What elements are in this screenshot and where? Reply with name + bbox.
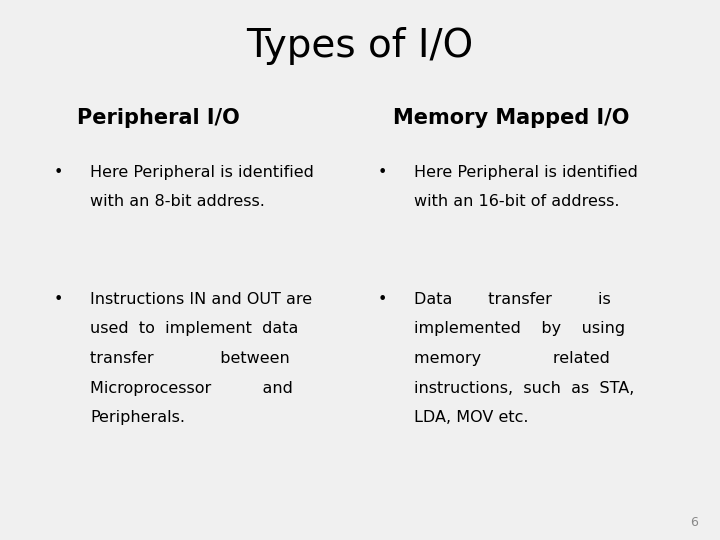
- Text: Peripherals.: Peripherals.: [90, 410, 185, 426]
- Text: •: •: [378, 165, 387, 180]
- Text: LDA, MOV etc.: LDA, MOV etc.: [414, 410, 528, 426]
- Text: with an 16-bit of address.: with an 16-bit of address.: [414, 194, 619, 210]
- Text: instructions,  such  as  STA,: instructions, such as STA,: [414, 381, 634, 396]
- Text: Here Peripheral is identified: Here Peripheral is identified: [90, 165, 314, 180]
- Text: used  to  implement  data: used to implement data: [90, 321, 298, 336]
- Text: •: •: [54, 165, 63, 180]
- Text: Instructions IN and OUT are: Instructions IN and OUT are: [90, 292, 312, 307]
- Text: •: •: [54, 292, 63, 307]
- Text: Microprocessor          and: Microprocessor and: [90, 381, 293, 396]
- Text: 6: 6: [690, 516, 698, 529]
- Text: Here Peripheral is identified: Here Peripheral is identified: [414, 165, 638, 180]
- Text: Memory Mapped I/O: Memory Mapped I/O: [393, 108, 629, 128]
- Text: memory              related: memory related: [414, 351, 610, 366]
- Text: with an 8-bit address.: with an 8-bit address.: [90, 194, 265, 210]
- Text: •: •: [378, 292, 387, 307]
- Text: Peripheral I/O: Peripheral I/O: [77, 108, 240, 128]
- Text: Data       transfer         is: Data transfer is: [414, 292, 611, 307]
- Text: Types of I/O: Types of I/O: [246, 27, 474, 65]
- Text: implemented    by    using: implemented by using: [414, 321, 625, 336]
- Text: transfer             between: transfer between: [90, 351, 289, 366]
